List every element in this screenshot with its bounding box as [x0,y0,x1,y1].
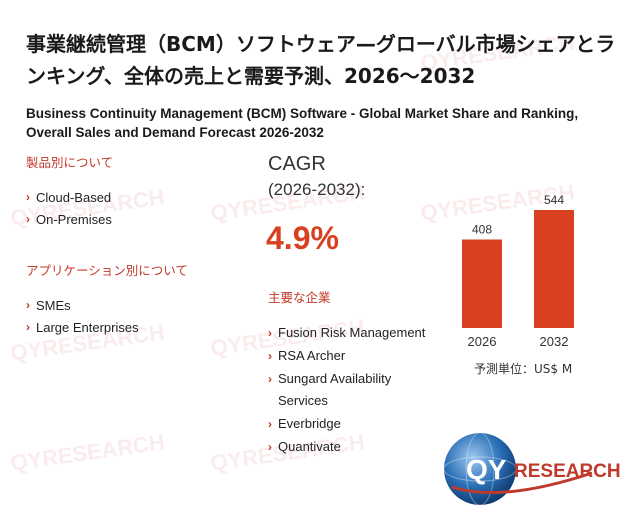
globe-icon [444,433,516,505]
page-title: 事業継続管理（BCM）ソフトウェア—グローバル市場シェアとランキング、全体の売上… [26,32,616,88]
data-label: 408 [472,223,492,237]
list-item: › RSA Archer [268,345,428,367]
page-subtitle: Business Continuity Management (BCM) Sof… [26,106,579,140]
list-item: › Cloud-Based [26,190,112,205]
chevron-right-icon: › [268,349,272,363]
cagr-period: (2026-2032): [268,180,366,199]
bar-2026 [462,239,502,328]
bar-chart: 408 2026 544 2032 [462,193,574,349]
chevron-right-icon: › [26,212,30,226]
bar-2032 [534,210,574,328]
chevron-right-icon: › [26,320,30,334]
application-list: › SMEs › Large Enterprises [26,298,139,342]
unit-label: 予測単位：US$ M [474,362,573,376]
chevron-right-icon: › [26,298,30,312]
chevron-right-icon: › [268,440,272,454]
application-section-heading: アプリケーション別について [26,263,188,278]
product-section-heading: 製品別について [26,155,114,170]
logo-text: RESEARCH [514,461,621,482]
watermark: QYRESEARCH [8,429,167,476]
qyresearch-logo: QY RESEARCH [443,432,621,506]
cagr-value: 4.9% [266,220,339,256]
list-item: › SMEs [26,298,71,313]
list-item: › Sungard Availability Services [268,368,428,412]
list-item: › Quantivate [268,436,428,458]
list-item: › Large Enterprises [26,320,139,335]
companies-section-heading: 主要な企業 [268,290,331,305]
list-item: › On-Premises [26,212,112,227]
logo-text: QY [466,454,507,485]
data-label: 544 [544,193,564,207]
chevron-right-icon: › [268,372,272,386]
cagr-label: CAGR [268,153,326,175]
companies-list: › Fusion Risk Management › RSA Archer › Sun… [268,322,428,459]
list-item: › Everbridge [268,413,428,435]
product-list: › Cloud-Based › On-Premises [26,190,112,234]
chevron-right-icon: › [268,417,272,431]
category-label: 2032 [540,334,569,349]
list-item: › Fusion Risk Management [268,322,428,344]
chevron-right-icon: › [26,190,30,204]
category-label: 2026 [468,334,497,349]
chevron-right-icon: › [268,326,272,340]
